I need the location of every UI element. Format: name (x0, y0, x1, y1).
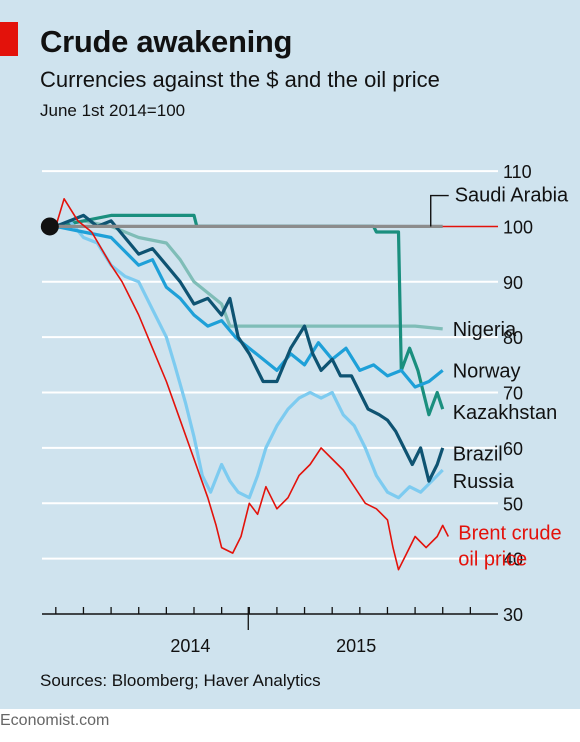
brand-mark: Economist.com (0, 712, 110, 729)
series-label-russia: Russia (453, 471, 515, 493)
series-lines (40, 198, 450, 571)
chart-title: Crude awakening (40, 24, 293, 59)
series-label-brent-crude-oil-price-line-2: oil price (458, 549, 527, 571)
series-line-nigeria (55, 219, 443, 331)
x-tick-label-2014: 2014 (170, 636, 210, 656)
x-tick-label-2015: 2015 (336, 636, 376, 656)
y-tick-label-110: 110 (503, 162, 532, 182)
series-label-nigeria: Nigeria (453, 319, 517, 341)
y-tick-label-50: 50 (503, 494, 523, 514)
chart-subtitle: Currencies against the $ and the oil pri… (40, 67, 440, 92)
series-label-norway: Norway (453, 360, 521, 382)
series-label-brazil: Brazil (453, 443, 503, 465)
series-line-brent-crude-oil-price (55, 198, 450, 571)
y-tick-label-100: 100 (503, 217, 533, 237)
series-label-brent-crude-oil-price-line-1: Brent crude (458, 523, 561, 545)
units-note: June 1st 2014=100 (40, 101, 186, 120)
series-line-russia (55, 219, 444, 500)
y-tick-label-70: 70 (503, 384, 523, 404)
gridlines (42, 170, 498, 560)
y-tick-label-30: 30 (503, 605, 523, 625)
series-line-norway (55, 224, 444, 389)
x-axis: 2014 2015 (42, 607, 498, 656)
start-point-dot (40, 217, 59, 236)
y-tick-label-80: 80 (503, 328, 523, 348)
series-line-brazil (55, 213, 445, 483)
y-tick-label-90: 90 (503, 273, 523, 293)
line-chart: 2014 2015 30 40 50 60 70 80 90 100 110 Brent crud… (40, 162, 569, 656)
series-line-kazakhstan (55, 213, 445, 417)
series-labels: Brent crude oil price Saudi Arabia Nigeria K… (430, 185, 569, 571)
red-tag (0, 22, 18, 56)
y-tick-label-60: 60 (503, 439, 523, 459)
saudi-arabia-leader-line (430, 194, 449, 227)
y-axis-labels: 30 40 50 60 70 80 90 100 110 (503, 162, 533, 625)
series-label-kazakhstan: Kazakhstan (453, 402, 558, 424)
y-tick-label-40: 40 (503, 550, 523, 570)
sources-note: Sources: Bloomberg; Haver Analytics (40, 671, 321, 690)
series-label-saudi-arabia: Saudi Arabia (455, 185, 569, 207)
